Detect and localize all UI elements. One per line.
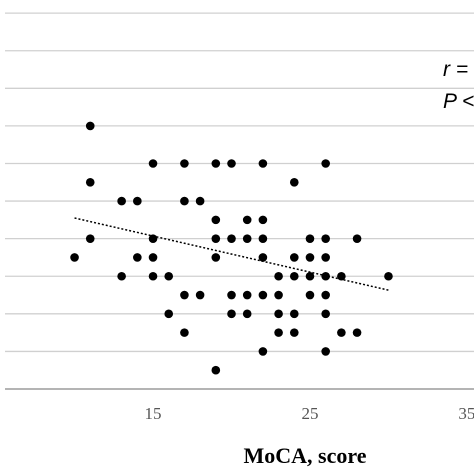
- point: [352, 328, 362, 337]
- point: [289, 177, 299, 187]
- point: [227, 309, 236, 319]
- point: [274, 290, 283, 300]
- point: [148, 234, 158, 243]
- point: [321, 159, 330, 168]
- point: [211, 253, 221, 262]
- point: [242, 215, 252, 225]
- point: [274, 309, 283, 319]
- point: [242, 309, 252, 319]
- point: [117, 196, 126, 206]
- point: [211, 234, 221, 243]
- x-tick-label: 35: [458, 404, 474, 423]
- x-tick-label: 25: [301, 404, 318, 423]
- point: [180, 196, 189, 206]
- point: [148, 159, 158, 168]
- point: [258, 215, 268, 225]
- point: [227, 234, 236, 243]
- point: [337, 328, 346, 337]
- point: [321, 290, 330, 300]
- point: [148, 271, 158, 281]
- point: [289, 309, 299, 319]
- point: [305, 234, 315, 243]
- point: [321, 309, 330, 319]
- point: [258, 234, 268, 243]
- point: [384, 271, 393, 281]
- point: [227, 290, 236, 300]
- annotation: P <: [443, 90, 474, 113]
- point: [164, 271, 174, 281]
- point: [289, 253, 299, 262]
- point: [133, 196, 142, 206]
- point: [337, 271, 346, 281]
- point: [352, 234, 362, 243]
- point: [321, 234, 330, 243]
- point: [195, 196, 205, 206]
- point: [70, 253, 79, 262]
- point: [85, 177, 95, 187]
- point: [195, 290, 205, 300]
- point: [274, 271, 283, 281]
- point: [258, 290, 268, 300]
- point: [242, 290, 252, 300]
- point: [211, 215, 221, 225]
- x-axis-label: MoCA, score: [244, 443, 367, 468]
- point: [258, 347, 268, 356]
- trendline: [74, 217, 389, 291]
- point: [305, 290, 315, 300]
- point: [321, 253, 330, 262]
- point: [289, 271, 299, 281]
- point: [180, 328, 189, 337]
- point: [274, 328, 283, 337]
- point: [242, 234, 252, 243]
- point: [164, 309, 174, 319]
- annotation: r =: [443, 58, 468, 81]
- point: [227, 159, 236, 168]
- x-tick-label: 15: [145, 404, 162, 423]
- point: [211, 159, 221, 168]
- point: [85, 234, 95, 243]
- point: [289, 328, 299, 337]
- point: [133, 253, 142, 262]
- point: [148, 253, 158, 262]
- point: [180, 159, 189, 168]
- point: [258, 253, 268, 262]
- point: [321, 271, 330, 281]
- point: [321, 347, 330, 356]
- point: [211, 365, 221, 375]
- point: [180, 290, 189, 300]
- point: [305, 253, 315, 262]
- point: [117, 271, 126, 281]
- point: [258, 159, 268, 168]
- point: [305, 271, 315, 281]
- point: [85, 121, 95, 131]
